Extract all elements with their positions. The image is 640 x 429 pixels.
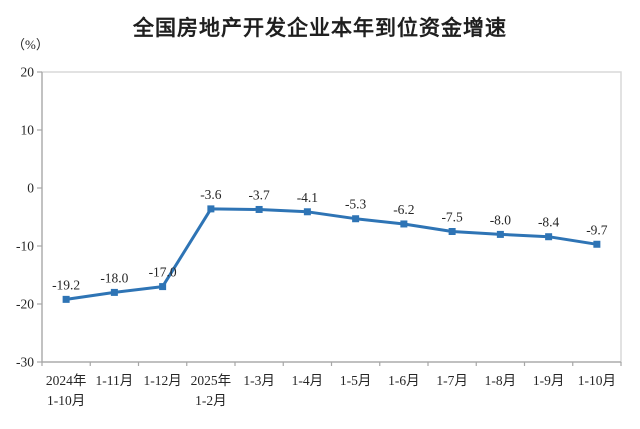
x-axis-category-label: 2025年 1-2月 [191,373,232,408]
y-axis-tick-label: -30 [16,355,34,370]
x-axis-category-label: 1-4月 [292,373,324,388]
data-point-label: -7.5 [441,210,463,225]
y-axis-tick-label: -10 [16,239,34,254]
trend-line [64,207,599,301]
data-point-marker [159,283,167,291]
data-point-label: -9.7 [586,222,608,237]
data-point-marker [448,228,456,235]
data-point-marker [62,295,70,303]
data-point-marker [593,240,601,248]
x-axis-category-label: 1-5月 [340,373,372,388]
x-axis-category-label: 1-10月 [578,373,616,388]
data-point-marker [496,230,504,238]
y-axis-tick-label: -20 [16,297,34,312]
x-axis-category-label: 1-7月 [436,373,468,388]
data-point-label: -19.2 [52,277,80,292]
data-point-label: -18.0 [100,270,128,285]
x-axis-category-label: 1-11月 [96,373,134,388]
x-axis-category-label: 2024年 1-10月 [46,373,87,408]
x-axis-category-label: 1-9月 [533,373,565,388]
data-point-marker [207,205,215,213]
data-point-marker [110,288,118,296]
data-point-label: -3.6 [200,187,222,202]
x-axis-category-label: 1-8月 [485,373,517,388]
data-point-marker [303,208,311,216]
y-axis-unit-label: （%） [12,37,49,52]
data-point-marker [352,215,360,223]
x-axis-category-label: 1-12月 [144,373,182,388]
data-point-label: -5.3 [345,197,367,212]
y-axis-tick-label: 20 [21,65,35,80]
y-axis-tick-label: 10 [21,123,35,138]
data-point-marker [255,205,263,213]
x-axis-category-label: 1-6月 [388,373,420,388]
data-point-label: -8.4 [538,215,560,230]
data-point-label: -17.0 [149,265,177,280]
data-point-label: -6.2 [393,202,414,217]
plot-border [41,71,622,363]
y-axis-tick-label: 0 [27,181,34,196]
data-point-label: -4.1 [297,190,318,205]
x-axis-category-label: 1-3月 [243,373,275,388]
data-point-marker [545,233,553,241]
data-point-marker [400,220,408,228]
data-point-label: -8.0 [490,212,512,227]
data-point-label: -3.7 [248,187,270,202]
chart-title: 全国房地产开发企业本年到位资金增速 [133,17,507,40]
